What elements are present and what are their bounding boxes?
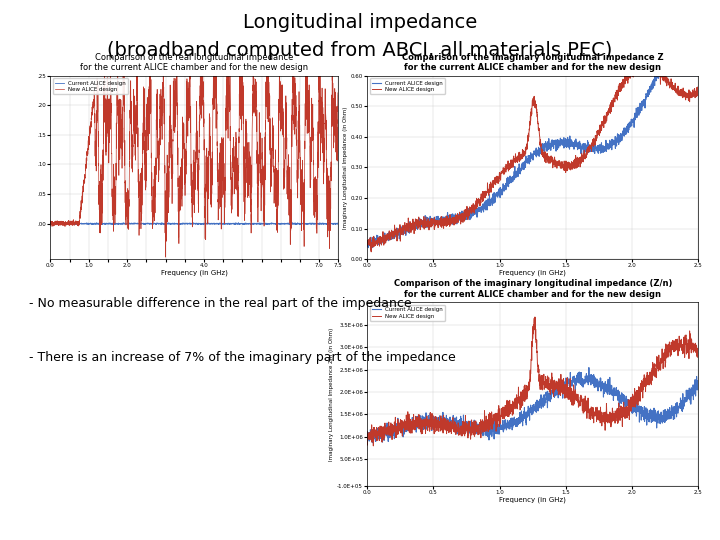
Current ALICE design <box>324 219 333 226</box>
New ALICE design <box>369 443 378 449</box>
Current ALICE design <box>369 440 377 446</box>
New ALICE design <box>524 130 533 137</box>
New ALICE design <box>328 95 337 102</box>
New ALICE design <box>685 345 693 351</box>
Current ALICE design <box>516 166 524 172</box>
Title: Comparison of the real longitudinal impedance
for the current ALICE chamber and : Comparison of the real longitudinal impe… <box>81 52 308 72</box>
Current ALICE design <box>367 245 376 251</box>
New ALICE design <box>524 384 533 391</box>
Current ALICE design <box>694 383 703 390</box>
Legend: Current ALICE design, New ALICE design: Current ALICE design, New ALICE design <box>370 78 445 94</box>
Text: - There is an increase of 7% of the imaginary part of the impedance: - There is an increase of 7% of the imag… <box>29 351 456 364</box>
Current ALICE design <box>363 244 372 250</box>
Current ALICE design <box>524 408 533 414</box>
New ALICE design <box>531 314 539 320</box>
Line: Current ALICE design: Current ALICE design <box>367 368 698 443</box>
New ALICE design <box>694 348 703 355</box>
Current ALICE design <box>328 220 337 227</box>
Text: Longitudinal impedance: Longitudinal impedance <box>243 14 477 32</box>
Line: New ALICE design: New ALICE design <box>50 76 338 257</box>
Current ALICE design <box>685 390 693 397</box>
Current ALICE design <box>685 72 693 79</box>
Current ALICE design <box>524 154 533 160</box>
New ALICE design <box>169 85 178 91</box>
New ALICE design <box>624 396 633 403</box>
New ALICE design <box>96 187 104 193</box>
X-axis label: Frequency (in GHz): Frequency (in GHz) <box>500 497 566 503</box>
X-axis label: Frequency (in GHz): Frequency (in GHz) <box>500 270 566 276</box>
New ALICE design <box>380 240 389 247</box>
New ALICE design <box>516 149 524 156</box>
Current ALICE design <box>79 220 88 227</box>
New ALICE design <box>516 401 524 407</box>
Current ALICE design <box>516 410 524 416</box>
Title: Comparison of the imaginary longitudinal impedance Z
for the current ALICE chamb: Comparison of the imaginary longitudinal… <box>402 52 664 72</box>
Text: - No measurable difference in the real part of the impedance: - No measurable difference in the real p… <box>29 297 411 310</box>
New ALICE design <box>685 87 693 93</box>
New ALICE design <box>79 188 88 195</box>
Legend: Current ALICE design, New ALICE design: Current ALICE design, New ALICE design <box>53 78 128 94</box>
New ALICE design <box>100 72 109 79</box>
Current ALICE design <box>157 221 166 227</box>
Current ALICE design <box>585 364 593 371</box>
Current ALICE design <box>96 220 104 227</box>
New ALICE design <box>694 85 703 91</box>
Y-axis label: Imaginary Longitudinal Impedance Z/n (in Ohm): Imaginary Longitudinal Impedance Z/n (in… <box>329 328 334 461</box>
Current ALICE design <box>624 402 633 409</box>
Y-axis label: Imaginary Longitudinal Impedance (in Ohm): Imaginary Longitudinal Impedance (in Ohm… <box>343 106 348 228</box>
New ALICE design <box>380 424 389 430</box>
New ALICE design <box>363 428 372 435</box>
New ALICE design <box>157 86 166 92</box>
Current ALICE design <box>685 390 693 396</box>
Current ALICE design <box>694 72 703 79</box>
New ALICE design <box>46 222 55 228</box>
New ALICE design <box>161 254 170 260</box>
Current ALICE design <box>650 72 659 79</box>
New ALICE design <box>367 248 376 255</box>
Current ALICE design <box>363 436 372 442</box>
Line: New ALICE design: New ALICE design <box>367 317 698 446</box>
Current ALICE design <box>380 235 389 241</box>
Current ALICE design <box>334 220 343 227</box>
Title: Comparison of the imaginary longitudinal impedance (Z/n)
for the current ALICE c: Comparison of the imaginary longitudinal… <box>394 279 672 299</box>
Line: New ALICE design: New ALICE design <box>367 76 698 252</box>
New ALICE design <box>621 72 629 79</box>
New ALICE design <box>363 241 372 247</box>
Legend: Current ALICE design, New ALICE design: Current ALICE design, New ALICE design <box>370 305 445 321</box>
New ALICE design <box>624 76 633 83</box>
X-axis label: Frequency (in GHz): Frequency (in GHz) <box>161 270 228 276</box>
Current ALICE design <box>46 220 55 227</box>
Current ALICE design <box>297 220 306 227</box>
Line: Current ALICE design: Current ALICE design <box>50 222 338 225</box>
Line: Current ALICE design: Current ALICE design <box>367 76 698 248</box>
Current ALICE design <box>380 432 389 438</box>
Text: (broadband computed from ABCI, all materials PEC): (broadband computed from ABCI, all mater… <box>107 40 613 59</box>
New ALICE design <box>685 86 693 93</box>
New ALICE design <box>334 113 343 120</box>
New ALICE design <box>685 355 693 362</box>
Current ALICE design <box>685 72 693 79</box>
Current ALICE design <box>71 221 80 228</box>
Current ALICE design <box>169 220 178 227</box>
New ALICE design <box>297 186 306 193</box>
Current ALICE design <box>624 127 632 134</box>
